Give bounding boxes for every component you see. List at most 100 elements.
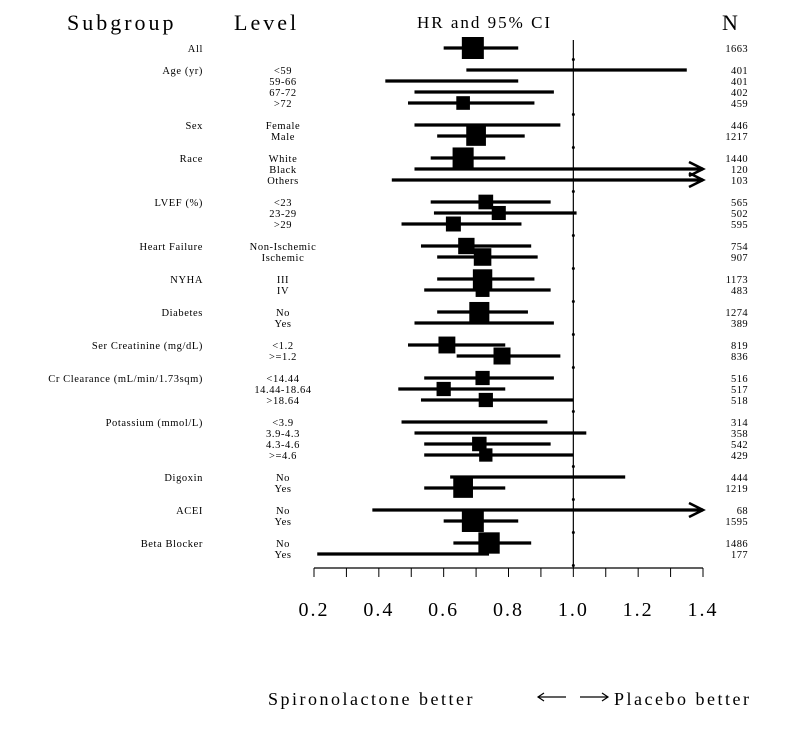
n-value: 1440 xyxy=(725,154,748,165)
right-arrow xyxy=(580,692,610,702)
hr-marker xyxy=(436,381,451,397)
n-value: 754 xyxy=(731,242,748,253)
n-value: 103 xyxy=(731,176,748,187)
level-label: White xyxy=(269,154,298,165)
level-label: IV xyxy=(277,286,289,297)
n-value: 819 xyxy=(731,341,748,352)
level-label: Yes xyxy=(274,319,291,330)
subgroup-label: Sex xyxy=(185,121,203,132)
hr-marker xyxy=(458,237,475,255)
subgroup-label: All xyxy=(188,44,203,55)
x-tick-label: 0.2 xyxy=(299,599,330,621)
level-label: Non-Ischemic xyxy=(250,242,317,253)
ci-arrow xyxy=(688,160,706,178)
hr-marker xyxy=(473,248,492,266)
level-label: Female xyxy=(266,121,301,132)
level-label: 23-29 xyxy=(269,209,297,220)
hr-marker xyxy=(475,370,490,386)
n-value: 542 xyxy=(731,440,748,451)
ci-arrow xyxy=(688,501,706,519)
ref-dot xyxy=(571,113,575,116)
n-value: 1595 xyxy=(725,517,748,528)
level-label: 59-66 xyxy=(269,77,297,88)
ref-dot xyxy=(571,267,575,270)
level-label: Black xyxy=(269,165,297,176)
n-value: 444 xyxy=(731,473,748,484)
ref-dot xyxy=(571,366,575,369)
n-value: 1173 xyxy=(726,275,748,286)
n-value: 1217 xyxy=(725,132,748,143)
subgroup-header: Subgroup xyxy=(67,10,177,35)
level-label: <59 xyxy=(274,66,292,77)
n-value: 314 xyxy=(731,418,748,429)
hr-marker xyxy=(469,301,490,323)
level-label: 4.3-4.6 xyxy=(266,440,300,451)
level-label: Yes xyxy=(274,550,291,561)
level-label: <14.44 xyxy=(266,374,299,385)
ref-dot xyxy=(571,333,575,336)
ref-dot xyxy=(571,498,575,501)
subgroup-label: Race xyxy=(180,154,203,165)
level-label: Yes xyxy=(274,517,291,528)
ref-dot xyxy=(571,300,575,303)
level-header: Level xyxy=(234,10,299,35)
n-value: 907 xyxy=(731,253,748,264)
n-value: 836 xyxy=(731,352,748,363)
level-label: Yes xyxy=(274,484,291,495)
n-value: 402 xyxy=(731,88,748,99)
x-tick-label: 1.0 xyxy=(558,599,589,621)
hr-marker xyxy=(493,347,511,365)
subgroup-label: Cr Clearance (mL/min/1.73sqm) xyxy=(48,374,203,385)
hr-marker xyxy=(438,336,456,354)
subgroup-label: Potassium (mmol/L) xyxy=(106,418,203,429)
level-label: >18.64 xyxy=(266,396,299,407)
hr-marker xyxy=(461,37,484,59)
x-tick-label: 0.4 xyxy=(363,599,394,621)
n-value: 358 xyxy=(731,429,748,440)
level-label: <1.2 xyxy=(272,341,293,352)
hr-marker xyxy=(479,448,493,462)
subgroup-label: Diabetes xyxy=(161,308,203,319)
ref-dot xyxy=(571,146,575,149)
hr-marker xyxy=(466,126,486,146)
subgroup-label: LVEF (%) xyxy=(155,198,203,209)
n-value: 565 xyxy=(731,198,748,209)
subgroup-label: Heart Failure xyxy=(140,242,203,253)
level-label: >29 xyxy=(274,220,292,231)
x-tick-label: 0.6 xyxy=(428,599,459,621)
subgroup-label: NYHA xyxy=(170,275,203,286)
n-value: 1274 xyxy=(725,308,748,319)
hr-marker xyxy=(475,283,490,297)
subgroup-label: Age (yr) xyxy=(162,66,203,77)
hr-marker xyxy=(478,532,500,554)
level-label: >72 xyxy=(274,99,292,110)
n-value: 401 xyxy=(731,77,748,88)
level-label: Others xyxy=(267,176,299,187)
n-value: 483 xyxy=(731,286,748,297)
hr-marker xyxy=(478,194,494,210)
left-arrow xyxy=(536,692,566,702)
level-label: No xyxy=(276,473,290,484)
subgroup-label: Ser Creatinine (mg/dL) xyxy=(92,341,203,352)
n-value: 177 xyxy=(731,550,748,561)
ref-dot xyxy=(571,234,575,237)
hr-marker xyxy=(461,510,484,532)
estimate-header: HR and 95% CI xyxy=(417,13,552,32)
ref-dot xyxy=(571,531,575,534)
level-label: 67-72 xyxy=(269,88,297,99)
subgroup-label: Digoxin xyxy=(164,473,203,484)
hr-marker xyxy=(491,205,506,221)
n-value: 518 xyxy=(731,396,748,407)
level-label: Ischemic xyxy=(262,253,305,264)
x-tick-label: 1.4 xyxy=(688,599,719,621)
ci-arrow xyxy=(688,171,706,189)
n-value: 1486 xyxy=(725,539,748,550)
x-tick-label: 1.2 xyxy=(623,599,654,621)
ref-dot xyxy=(571,190,575,193)
n-value: 516 xyxy=(731,374,748,385)
hr-marker xyxy=(453,478,473,498)
level-label: No xyxy=(276,506,290,517)
n-value: 459 xyxy=(731,99,748,110)
n-value: 1219 xyxy=(725,484,748,495)
ref-dot xyxy=(571,465,575,468)
